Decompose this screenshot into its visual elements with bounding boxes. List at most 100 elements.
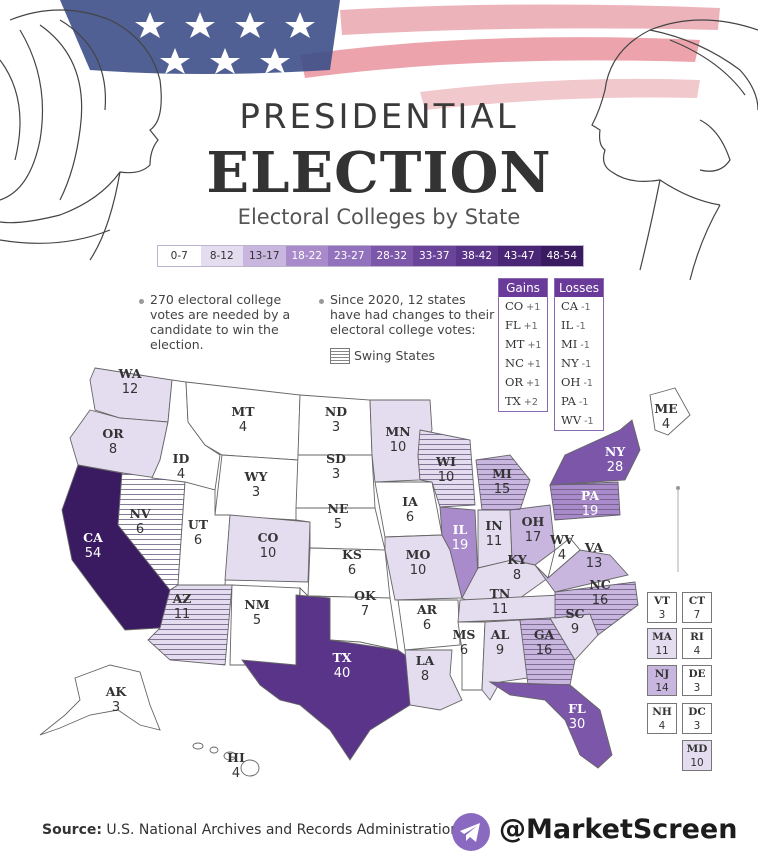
gains-row: NC +1 [499,354,547,373]
electoral-votes: 3 [693,720,701,732]
vote-change: -1 [576,321,586,332]
vote-change: -1 [581,359,592,370]
legend-bin: 38-42 [455,246,498,266]
legend-bin: 33-37 [413,246,456,266]
small-state-box-nj: NJ 14 [647,665,677,696]
electoral-votes: 4 [658,720,666,732]
gains-header: Gains [499,279,547,297]
gains-row: FL +1 [499,316,547,335]
state-abbr: WV [561,413,582,427]
losses-header: Losses [555,279,603,297]
state-abbr: NY [561,356,579,370]
legend-bin: 43-47 [498,246,541,266]
legend-bin: 18-22 [285,246,328,266]
vote-change: -1 [581,302,591,313]
electoral-votes: 4 [693,645,701,657]
us-map [39,367,691,777]
source-text: U.S. National Archives and Records Admin… [106,822,460,838]
gains-row: OR +1 [499,373,547,392]
legend-bin: 8-12 [200,246,243,266]
losses-row: CA -1 [555,297,603,316]
source-label: Source: [42,822,102,838]
state-abbr: FL [505,318,521,332]
electoral-votes: 10 [690,757,704,769]
state-tx [241,594,413,761]
swing-hatch-pa [550,482,620,520]
swing-hatch-wi [418,430,475,507]
header-illustration [0,0,758,281]
state-abbr: DC [688,706,706,718]
state-la [404,649,463,711]
state-abbr: DE [688,668,706,680]
small-state-box-ri: RI 4 [682,628,712,659]
small-state-box-dc: DC 3 [682,703,712,734]
small-state-box-de: DE 3 [682,665,712,696]
state-co [224,514,311,583]
bullet-icon [139,299,144,304]
vote-change: +1 [527,340,542,351]
title-line-1: PRESIDENTIAL [239,97,519,137]
legend-bin: 0-7 [158,246,201,266]
state-abbr: MI [561,337,578,351]
electoral-votes: 7 [693,609,701,621]
losses-row: NY -1 [555,354,603,373]
losses-row: MI -1 [555,335,603,354]
note-changes: Since 2020, 12 states have had changes t… [330,292,495,337]
state-abbr: RI [690,631,704,643]
state-abbr: OR [505,375,524,389]
telegram-icon [452,813,490,851]
state-abbr: VT [654,595,670,607]
state-ar [397,599,461,651]
source-line: Source: U.S. National Archives and Recor… [42,822,459,838]
brand-handle: @MarketScreen [499,814,738,845]
gains-row: CO +1 [499,297,547,316]
vote-change: +1 [526,378,541,389]
swing-hatch-ga [520,618,575,685]
gains-row: MT +1 [499,335,547,354]
state-wv [547,537,581,580]
swing-hatch-nv [118,473,185,590]
gains-row: TX +2 [499,392,547,411]
electoral-votes: 3 [693,682,701,694]
leader-dot [676,486,680,490]
state-abbr: NC [505,356,524,370]
state-abbr: MT [505,337,525,351]
losses-row: PA -1 [555,392,603,411]
state-abbr: MD [686,743,708,755]
state-abbr: MA [652,631,672,643]
legend-bin: 28-32 [370,246,413,266]
vote-change: -1 [583,378,593,389]
swing-hatch-az [148,585,232,665]
note-270: 270 electoral college votes are needed b… [150,292,291,352]
state-abbr: CT [688,595,706,607]
state-abbr: NJ [654,668,670,680]
electoral-votes: 3 [658,609,666,621]
state-fl [488,681,613,769]
state-ms [457,621,486,691]
state-abbr: CO [505,299,524,313]
state-abbr: NH [652,706,672,718]
vote-change: +1 [523,321,538,332]
gains-box: Gains CO +1 FL +1 MT +1 NC +1 OR +1 TX +2 [498,278,548,412]
small-state-box-vt: VT 3 [647,592,677,623]
state-abbr: CA [561,299,579,313]
swing-states-swatch [330,348,350,364]
vote-change: -1 [584,416,594,427]
swing-hatch-mi [476,455,530,510]
vote-change: +1 [526,359,541,370]
losses-box: Losses CA -1 IL -1 MI -1 NY -1 OH -1 PA -1 WV -1 [554,278,604,431]
bullet-icon [319,299,324,304]
legend-bin: 48-54 [540,246,583,266]
alaska-shape [39,664,161,736]
title-line-2: ELECTION [206,140,552,206]
legend-bin: 23-27 [328,246,371,266]
small-state-box-ct: CT 7 [682,592,712,623]
subtitle: Electoral Colleges by State [237,205,521,229]
swing-states-label: Swing States [354,348,436,363]
small-state-box-ma: MA 11 [647,628,677,659]
swing-hatch-nc [555,582,638,635]
vote-change: +1 [526,302,541,313]
vote-change: -1 [580,340,590,351]
small-state-box-md: MD 10 [682,740,712,771]
electoral-votes: 14 [655,682,669,694]
